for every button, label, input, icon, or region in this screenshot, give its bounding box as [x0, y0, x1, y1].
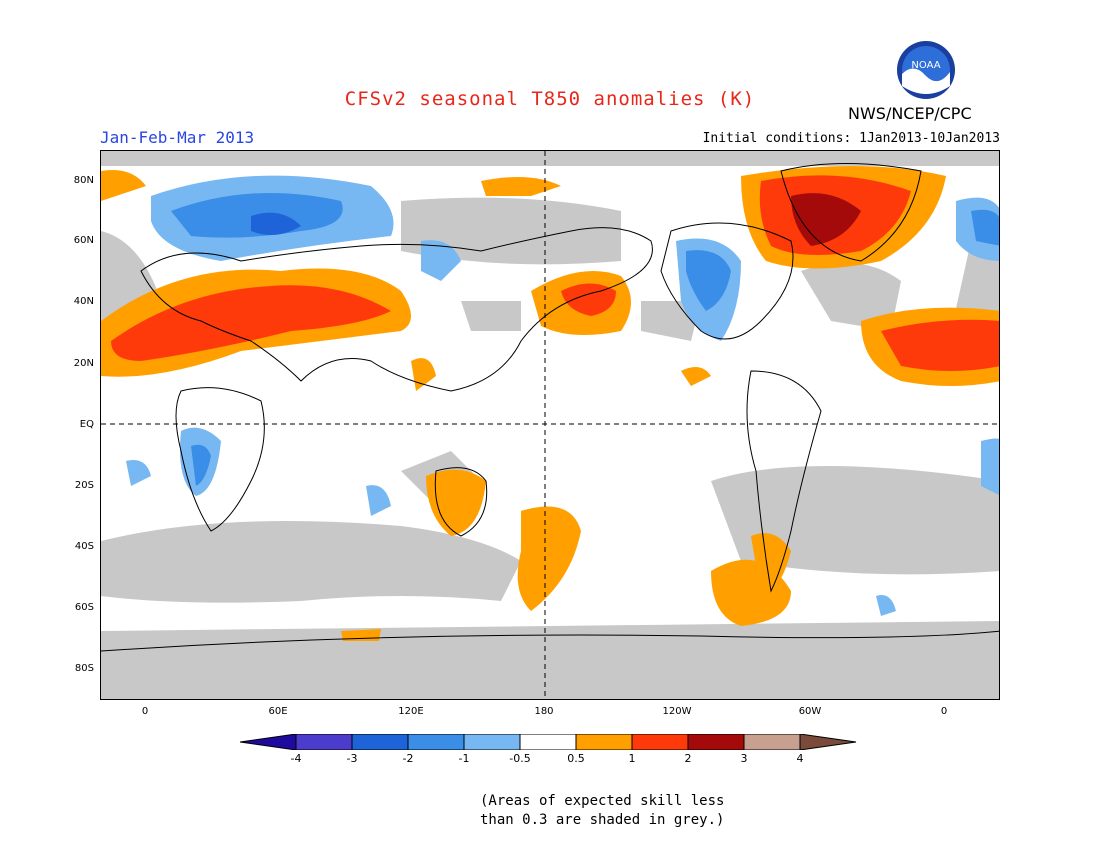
- lon-label: 0: [924, 706, 964, 717]
- colorbar-segment: [800, 734, 856, 750]
- colorbar-segment: [632, 734, 688, 750]
- colorbar-label: 4: [785, 752, 815, 765]
- lat-label: 60S: [60, 602, 94, 613]
- logo-text: NOAA: [911, 60, 940, 71]
- lat-label: 40N: [60, 296, 94, 307]
- skill-note-line1: (Areas of expected skill less: [480, 792, 724, 811]
- skill-note: (Areas of expected skill less than 0.3 a…: [480, 792, 724, 830]
- colorbar-segment: [576, 734, 632, 750]
- lat-label: 80N: [60, 175, 94, 186]
- colorbar-segment: [744, 734, 800, 750]
- lon-label: 120E: [391, 706, 431, 717]
- colorbar-label: -0.5: [505, 752, 535, 765]
- agency-label: NWS/NCEP/CPC: [848, 104, 972, 123]
- colorbar-segment: [296, 734, 352, 750]
- lon-label: 180: [524, 706, 564, 717]
- map-canvas: [101, 151, 1000, 700]
- colorbar-segment: [464, 734, 520, 750]
- colorbar-label: -1: [449, 752, 479, 765]
- initial-conditions-label: Initial conditions: 1Jan2013-10Jan2013: [703, 131, 1000, 146]
- lon-label: 60E: [258, 706, 298, 717]
- colorbar: [240, 734, 862, 750]
- noaa-logo: NOAA: [896, 40, 956, 100]
- lat-label: 40S: [60, 541, 94, 552]
- colorbar-label: -3: [337, 752, 367, 765]
- colorbar-label: 0.5: [561, 752, 591, 765]
- colorbar-label: 3: [729, 752, 759, 765]
- colorbar-segment: [408, 734, 464, 750]
- lon-label: 60W: [790, 706, 830, 717]
- colorbar-label: 2: [673, 752, 703, 765]
- anomaly-map: [100, 150, 1000, 700]
- lon-label: 0: [125, 706, 165, 717]
- lat-label: EQ: [60, 419, 94, 430]
- lon-label: 120W: [657, 706, 697, 717]
- season-label: Jan-Feb-Mar 2013: [100, 128, 254, 147]
- colorbar-segment: [688, 734, 744, 750]
- colorbar-segment: [520, 734, 576, 750]
- colorbar-segment: [352, 734, 408, 750]
- colorbar-segment: [240, 734, 296, 750]
- skill-note-line2: than 0.3 are shaded in grey.): [480, 811, 724, 830]
- colorbar-label: -4: [281, 752, 311, 765]
- colorbar-label: 1: [617, 752, 647, 765]
- lat-label: 60N: [60, 235, 94, 246]
- colorbar-label: -2: [393, 752, 423, 765]
- lat-label: 20N: [60, 358, 94, 369]
- lat-label: 20S: [60, 480, 94, 491]
- lat-label: 80S: [60, 663, 94, 674]
